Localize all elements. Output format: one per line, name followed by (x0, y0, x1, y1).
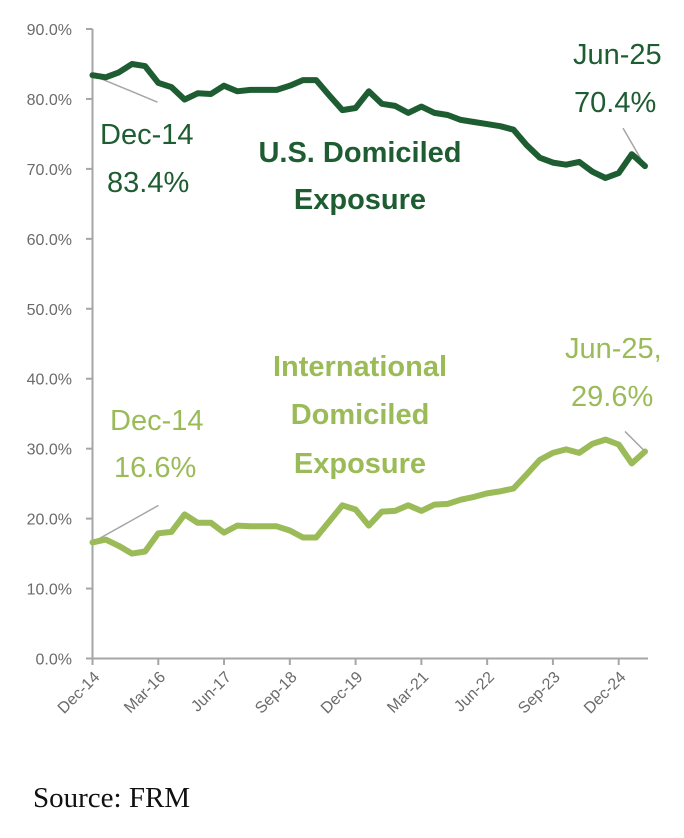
chart: 0.0% 10.0% 20.0% 30.0% 40.0% 50.0% 60.0% 70.0% 8… (27, 22, 662, 718)
y-tick-label: 20.0% (27, 512, 72, 529)
us-series-label-line2: Exposure (294, 184, 426, 216)
y-ticks: 0.0% 10.0% 20.0% 30.0% 40.0% 50.0% 60.0% 70.0% 8… (27, 22, 93, 669)
x-tick-label: Dec-24 (581, 669, 630, 718)
us-series-label-line1: U.S. Domiciled (258, 137, 461, 169)
source-note: Source: FRM (33, 782, 191, 814)
annotation-leader-line (92, 504, 159, 544)
x-ticks: Dec-14 Mar-16 Jun-17 Sep-18 Dec-19 Mar-21 Jun-… (55, 658, 630, 718)
intl-end-value-label: 29.6% (571, 381, 653, 413)
y-tick-label: 30.0% (27, 442, 72, 459)
axes (91, 29, 648, 660)
x-tick-label: Mar-16 (121, 669, 169, 717)
x-tick-label: Dec-14 (55, 669, 104, 718)
annotations: Dec-14 83.4% Jun-25 70.4% Dec-14 16.6% J… (100, 39, 662, 484)
x-tick-label: Mar-21 (384, 669, 432, 717)
x-tick-label: Dec-19 (318, 669, 367, 718)
y-tick-label: 60.0% (27, 232, 72, 249)
us-start-value-label: 83.4% (107, 167, 189, 199)
intl-series-label-line1: International (273, 351, 447, 383)
y-tick-label: 50.0% (27, 302, 72, 319)
x-tick-label: Sep-23 (515, 669, 564, 718)
y-tick-label: 40.0% (27, 372, 72, 389)
annotation-leader-line (624, 430, 646, 452)
intl-end-date-label: Jun-25, (565, 333, 662, 365)
us-end-value-label: 70.4% (574, 87, 656, 119)
us-end-date-label: Jun-25 (573, 39, 662, 71)
intl-start-value-label: 16.6% (114, 452, 196, 484)
y-tick-label: 10.0% (27, 582, 72, 599)
x-tick-label: Jun-22 (451, 669, 498, 716)
us-domiciled-line (89, 61, 648, 181)
x-tick-label: Sep-18 (252, 669, 301, 718)
intl-start-date-label: Dec-14 (110, 405, 204, 437)
y-tick-label: 90.0% (27, 22, 72, 39)
y-tick-label: 70.0% (27, 162, 72, 179)
y-tick-label: 0.0% (36, 652, 72, 669)
intl-series-label-line2: Domiciled (291, 399, 430, 431)
us-start-date-label: Dec-14 (100, 119, 194, 151)
international-domiciled-line (89, 436, 648, 557)
series-labels: U.S. Domiciled Exposure International Do… (258, 137, 461, 480)
intl-series-label-line3: Exposure (294, 448, 426, 480)
series-lines (89, 61, 648, 557)
x-tick-label: Jun-17 (188, 669, 235, 716)
y-tick-label: 80.0% (27, 92, 72, 109)
